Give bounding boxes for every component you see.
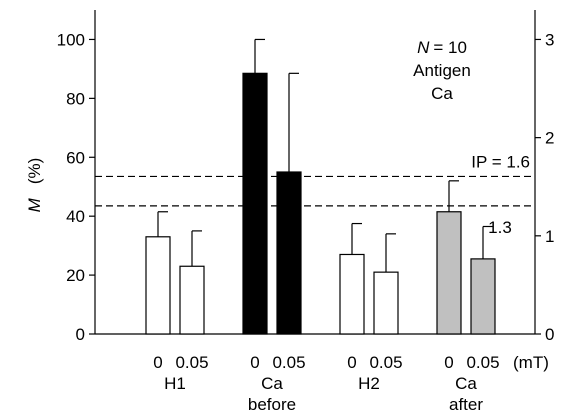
group-sublabel: after	[449, 395, 483, 414]
bar	[436, 211, 462, 335]
error-bars	[157, 38, 493, 273]
annotation: N = 10 Antigen Ca	[413, 38, 471, 103]
x-tick-label: 0	[250, 353, 259, 372]
bar	[470, 258, 496, 335]
reference-lines: IP = 1.6 1.3	[95, 152, 535, 237]
y2-tick-label: 1	[545, 227, 554, 246]
bar	[242, 72, 268, 335]
group-label: Ca	[455, 374, 477, 393]
y-tick-label: 100	[57, 30, 85, 49]
x-tick-label: 0.05	[175, 353, 208, 372]
x-tick-label: 0.05	[272, 353, 305, 372]
x-tick-label: 0	[444, 353, 453, 372]
bars	[145, 72, 496, 335]
y2-tick-label: 3	[545, 30, 554, 49]
x-tick-label: 0.05	[466, 353, 499, 372]
x-tick-label: 0	[347, 353, 356, 372]
reference-line-label: 1.3	[488, 218, 512, 237]
x-unit-label: (mT)	[513, 353, 549, 372]
bar	[373, 271, 399, 335]
y-tick-label: 0	[76, 325, 85, 344]
bar	[276, 171, 302, 335]
y-tick-label: 80	[66, 89, 85, 108]
y-tick-label: 40	[66, 207, 85, 226]
y2-tick-label: 0	[545, 325, 554, 344]
y-axis-ticks: 0 20 40 60 80 100	[57, 30, 95, 344]
y2-axis-ticks: 0 1 2 3	[535, 30, 554, 344]
bar	[145, 236, 171, 335]
group-sublabel: before	[248, 395, 296, 414]
x-tick-label: 0.05	[369, 353, 402, 372]
y2-tick-label: 2	[545, 129, 554, 148]
x-tick-label: 0	[153, 353, 162, 372]
bar	[339, 253, 365, 335]
reference-line-label: IP = 1.6	[471, 152, 530, 171]
bar	[179, 265, 205, 335]
annotation-ca: Ca	[431, 84, 453, 103]
y-tick-label: 60	[66, 148, 85, 167]
y-tick-label: 20	[66, 266, 85, 285]
annotation-antigen: Antigen	[413, 61, 471, 80]
group-label: H1	[164, 374, 186, 393]
group-label: Ca	[261, 374, 283, 393]
annotation-n: N = 10	[417, 38, 467, 57]
y-axis-label: M(%)	[25, 158, 44, 213]
group-label: H2	[358, 374, 380, 393]
